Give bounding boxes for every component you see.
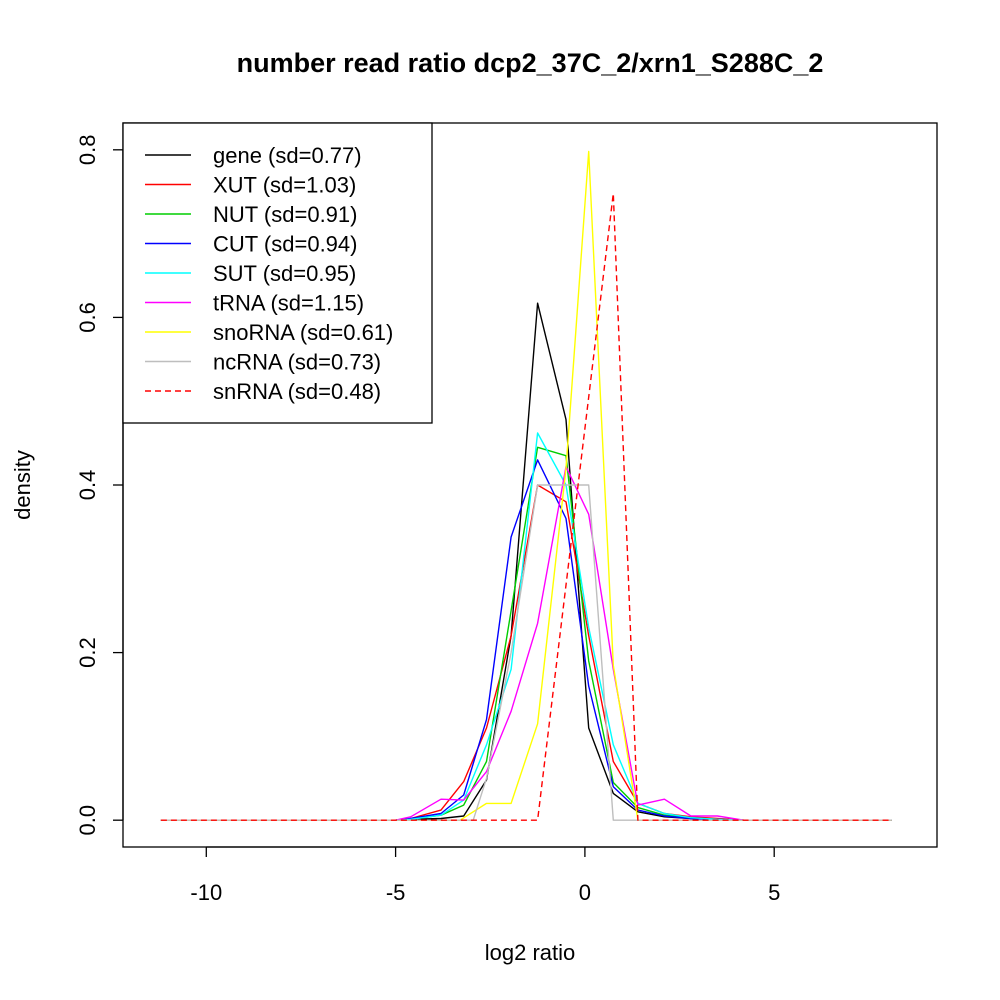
x-tick-label: -10	[190, 880, 222, 905]
series-line-2	[160, 446, 892, 821]
series-layer	[160, 150, 892, 821]
x-axis-label: log2 ratio	[485, 940, 576, 965]
legend-label: snRNA (sd=0.48)	[213, 379, 381, 404]
series-line-8	[160, 192, 892, 821]
y-axis-label: density	[10, 450, 35, 520]
legend-label: tRNA (sd=1.15)	[213, 291, 364, 316]
legend-label: gene (sd=0.77)	[213, 143, 362, 168]
y-tick-label: 0.4	[75, 470, 100, 501]
x-tick-label: 5	[768, 880, 780, 905]
legend: gene (sd=0.77) XUT (sd=1.03) NUT (sd=0.91)…	[122, 122, 433, 424]
legend-label: snoRNA (sd=0.61)	[213, 320, 393, 345]
x-axis: -10 -5 0 5	[190, 846, 780, 905]
series-line-1	[160, 484, 892, 821]
y-axis: 0.0 0.2 0.4 0.6 0.8	[75, 135, 124, 836]
legend-label: SUT (sd=0.95)	[213, 261, 356, 286]
y-tick-label: 0.6	[75, 302, 100, 333]
x-tick-label: -5	[386, 880, 406, 905]
series-line-7	[160, 484, 892, 821]
y-tick-label: 0.8	[75, 135, 100, 166]
chart-title: number read ratio dcp2_37C_2/xrn1_S288C_…	[237, 48, 824, 78]
legend-label: XUT (sd=1.03)	[213, 173, 356, 198]
legend-label: NUT (sd=0.91)	[213, 202, 357, 227]
legend-label: CUT (sd=0.94)	[213, 232, 357, 257]
y-tick-label: 0.0	[75, 805, 100, 836]
series-line-6	[160, 150, 892, 821]
legend-label: ncRNA (sd=0.73)	[213, 350, 381, 375]
y-tick-label: 0.2	[75, 637, 100, 668]
x-tick-label: 0	[579, 880, 591, 905]
